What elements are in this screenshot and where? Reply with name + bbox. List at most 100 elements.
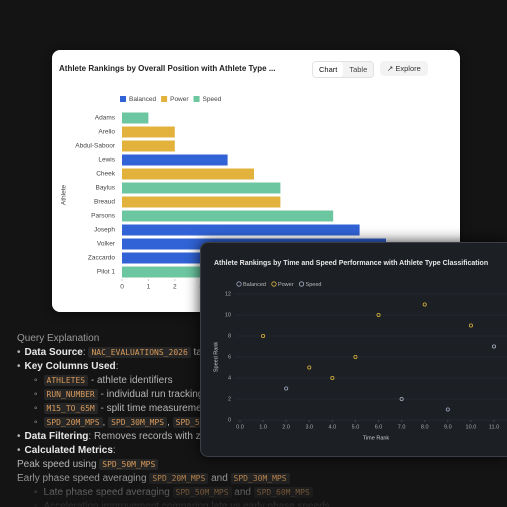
bar [122, 196, 281, 208]
y-tick-label: Volker [97, 241, 116, 248]
x-axis-title: Time Rank [363, 435, 390, 441]
text-part: Data Filtering [24, 431, 89, 442]
y-tick-label: 6 [228, 354, 231, 360]
point [376, 313, 381, 318]
scatter-chart: Athlete Rankings by Time and Speed Perfo… [213, 260, 507, 441]
explore-label: Explore [395, 64, 421, 73]
x-tick-label: 0.0 [236, 424, 244, 430]
legend-marker [298, 281, 305, 287]
chart-tab[interactable]: Chart [313, 62, 344, 77]
bar [122, 126, 175, 138]
line: RUN_NUMBER - individual run tracking [17, 388, 497, 402]
x-tick-label: 1 [147, 284, 151, 291]
legend-swatch [161, 96, 168, 102]
y-tick-label: Joseph [94, 227, 115, 234]
y-tick-label: Breaud [94, 199, 115, 206]
line: M15_TO_65M - split time measurement [17, 402, 497, 416]
text-part: - individual run tracking [97, 389, 204, 400]
text-part: RUN_NUMBER [43, 389, 98, 400]
y-tick-label: Baylus [95, 185, 115, 192]
y-tick-label: Cheek [96, 171, 116, 178]
line: ATHLETES - athlete identifiers [17, 374, 497, 388]
y-axis-title: Athlete [61, 185, 68, 206]
legend-label: Balanced [243, 282, 266, 288]
text-part: ATHLETES [43, 375, 89, 386]
text-part: Peak speed using [17, 459, 100, 470]
bar [122, 182, 281, 194]
heading: Query Explanation [17, 333, 100, 344]
legend-marker [271, 281, 277, 287]
point [468, 323, 473, 328]
x-tick-label: 4.0 [329, 424, 337, 430]
y-axis-title: Speed Rank [213, 342, 219, 373]
legend-swatch [120, 96, 126, 102]
y-tick-label: 8 [228, 333, 231, 339]
legend-label: Balanced [129, 96, 156, 103]
x-tick-label: 1.0 [259, 424, 267, 430]
text-part: NAC_EVALUATIONS_2026 [88, 347, 191, 358]
point [422, 302, 427, 307]
legend-label: Power [170, 96, 189, 103]
view-toggle: Chart Table [312, 61, 375, 78]
line: Key Columns Used: [17, 360, 497, 374]
y-tick-label: Pilot 1 [97, 269, 115, 276]
y-tick-label: Zaccardo [88, 255, 115, 262]
x-tick-label: 5.0 [352, 424, 360, 430]
table-tab[interactable]: Table [349, 65, 368, 74]
text-part: Data Source [24, 347, 83, 358]
text-part: SPD_50M_MPS [99, 459, 159, 470]
bar [122, 210, 334, 222]
x-tick-label: 10.0 [466, 424, 477, 430]
fade [0, 470, 507, 507]
y-tick-label: Abdul-Saboor [75, 143, 116, 150]
text-part: , [167, 417, 173, 428]
x-tick-label: 7.0 [398, 424, 406, 430]
y-tick-label: 12 [225, 291, 231, 297]
text-part: - athlete identifiers [88, 375, 173, 386]
y-tick-label: Adams [95, 115, 116, 122]
bar [122, 154, 228, 166]
bar [122, 140, 175, 152]
y-tick-label: 0 [228, 417, 231, 423]
text-part: - split time measurement [97, 403, 210, 414]
bar [122, 112, 149, 124]
x-tick-label: 8.0 [421, 424, 429, 430]
x-tick-label: 3.0 [305, 424, 313, 430]
text-part: SPD_30M_MPS [108, 417, 168, 428]
y-tick-label: Lewis [98, 157, 115, 164]
text-part: Calculated Metrics [24, 445, 113, 456]
line: Data Filtering: Removes records with zer… [17, 430, 497, 444]
x-tick-label: 6.0 [375, 424, 383, 430]
bar [122, 168, 254, 180]
point [399, 396, 404, 401]
x-tick-label: 2 [173, 284, 177, 291]
text-part: : [82, 347, 89, 358]
text-part: Key Columns Used [24, 361, 116, 372]
y-tick-label: Parsons [91, 213, 116, 220]
x-tick-label: 9.0 [444, 424, 452, 430]
legend-label: Speed [306, 282, 322, 288]
y-tick-label: 2 [228, 396, 231, 402]
point [284, 386, 289, 391]
legend-marker [236, 281, 242, 287]
text-part: : [115, 361, 119, 372]
line: Peak speed using SPD_50M_MPS [17, 458, 497, 472]
explore-button[interactable]: ↗︎ Explore [380, 61, 428, 76]
point [353, 355, 358, 360]
legend-label: Speed [203, 96, 222, 103]
legend-label: Power [278, 282, 294, 288]
point [330, 375, 335, 380]
line: Calculated Metrics: [17, 444, 497, 458]
text-part: , [102, 417, 109, 428]
text-part: SPD_20M_MPS [43, 417, 103, 428]
y-tick-label: 10 [225, 312, 231, 318]
chart-title: Athlete Rankings by Time and Speed Perfo… [214, 260, 488, 267]
point [261, 334, 266, 339]
bar [122, 224, 360, 236]
point [307, 365, 312, 370]
chart-title: Athlete Rankings by Overall Position wit… [59, 64, 276, 73]
y-tick-label: Arello [98, 129, 115, 136]
point [491, 344, 496, 349]
x-tick-label: 11.0 [489, 424, 499, 430]
